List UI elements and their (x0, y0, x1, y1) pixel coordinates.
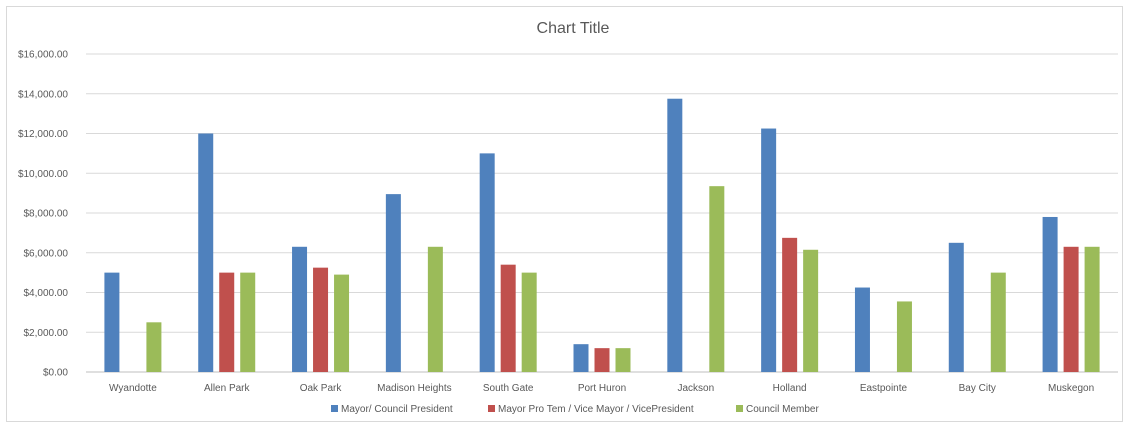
chart-title: Chart Title (537, 20, 610, 37)
bar (104, 272, 120, 372)
x-axis: Wyandotte Allen Park Oak Park Madison Heigh… (109, 383, 1094, 394)
x-tick-label: Holland (773, 383, 807, 394)
legend-entry: Mayor/ Council President (341, 404, 453, 415)
bar (854, 287, 870, 372)
bar (709, 186, 725, 372)
bar (573, 344, 589, 372)
legend-entry: Council Member (746, 404, 819, 415)
bar (667, 98, 683, 372)
bar (198, 133, 214, 372)
x-tick-label: South Gate (483, 383, 534, 394)
bar (240, 272, 256, 372)
y-tick-label: $4,000.00 (24, 288, 69, 299)
y-tick-label: $8,000.00 (24, 209, 69, 220)
bar (385, 194, 401, 372)
y-tick-label: $0.00 (43, 368, 68, 379)
x-tick-label: Oak Park (300, 383, 343, 394)
gridlines (86, 53, 1118, 373)
bar (313, 267, 329, 372)
y-axis: $0.00 $2,000.00 $4,000.00 $6,000.00 $8,000.0… (18, 50, 68, 379)
bar (615, 348, 631, 372)
bar (219, 272, 235, 372)
y-tick-label: $10,000.00 (18, 169, 68, 180)
bar (1063, 246, 1079, 372)
bar (896, 301, 912, 372)
y-tick-label: $16,000.00 (18, 50, 68, 61)
chart-area (6, 6, 1123, 422)
y-tick-label: $6,000.00 (24, 248, 69, 259)
legend-swatch (488, 405, 495, 412)
x-tick-label: Bay City (959, 383, 996, 394)
legend-swatch (736, 405, 743, 412)
bar (594, 348, 610, 372)
bar (479, 153, 495, 372)
bar (500, 264, 516, 372)
x-tick-label: Eastpointe (860, 383, 908, 394)
x-tick-label: Jackson (677, 383, 714, 394)
x-tick-label: Madison Heights (377, 383, 451, 394)
bar (990, 272, 1006, 372)
legend: Mayor/ Council President Mayor Pro Tem / … (331, 404, 819, 415)
bar (803, 249, 819, 372)
bar (292, 246, 308, 372)
bar (782, 237, 798, 372)
y-tick-label: $2,000.00 (24, 328, 69, 339)
bar (427, 246, 443, 372)
y-tick-label: $12,000.00 (18, 129, 68, 140)
bar (521, 272, 537, 372)
legend-entry: Mayor Pro Tem / Vice Mayor / VicePreside… (498, 404, 694, 415)
bar (948, 242, 964, 372)
legend-swatch (331, 405, 338, 412)
bar (1042, 216, 1058, 372)
y-tick-label: $14,000.00 (18, 89, 68, 100)
bar (761, 128, 777, 372)
x-tick-label: Wyandotte (109, 383, 157, 394)
x-tick-label: Muskegon (1048, 383, 1094, 394)
bars (104, 98, 1100, 372)
x-tick-label: Allen Park (204, 383, 251, 394)
bar (146, 322, 162, 372)
x-tick-label: Port Huron (578, 383, 626, 394)
bar (334, 274, 350, 372)
bar (1084, 246, 1100, 372)
